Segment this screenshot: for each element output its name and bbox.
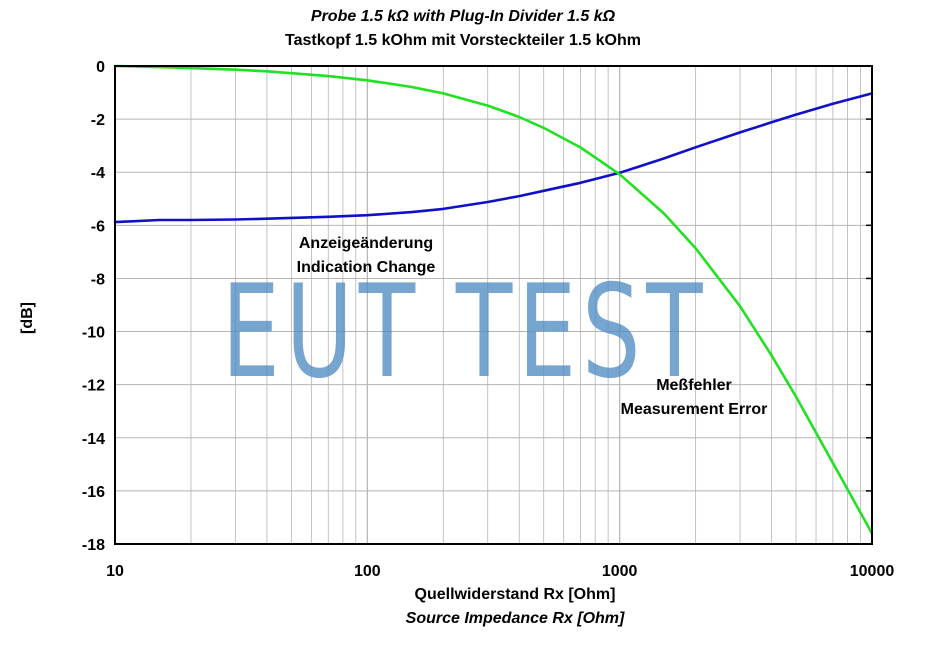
y-tick-label: -10 — [82, 325, 105, 342]
x-tick-label: 1000 — [602, 563, 638, 580]
y-tick-label: -14 — [82, 431, 105, 448]
series-line-measurement-error — [113, 64, 874, 535]
y-tick-label: 0 — [96, 59, 105, 76]
series-line-indication-change — [113, 92, 874, 224]
annotation-error-german: Meßfehler — [656, 377, 732, 394]
plot-frame — [114, 65, 873, 545]
x-tick-label: 100 — [354, 563, 381, 580]
y-tick-label: -6 — [91, 218, 105, 235]
y-tick-label: -18 — [82, 537, 105, 554]
x-axis-label-english: Source Impedance Rx [Ohm] — [405, 610, 625, 627]
x-tick-label: 10000 — [850, 563, 895, 580]
annotation-error-english: Measurement Error — [620, 401, 768, 418]
watermark: EUT TEST — [221, 258, 709, 407]
y-tick-label: -4 — [91, 165, 105, 182]
y-tick-label: -16 — [82, 484, 105, 501]
chart-title-german: Tastkopf 1.5 kOhm mit Vorsteckteiler 1.5… — [285, 32, 641, 49]
annotation-measurement-error: Meßfehler Measurement Error — [594, 374, 794, 422]
annotation-indication-english: Indication Change — [296, 259, 436, 276]
x-tick-label: 10 — [106, 563, 124, 580]
y-tick-label: -12 — [82, 378, 105, 395]
y-axis-label: [dB] — [19, 302, 36, 334]
series-lines — [113, 64, 874, 535]
y-tick-label: -2 — [91, 112, 105, 129]
x-axis-label-german: Quellwiderstand Rx [Ohm] — [414, 586, 616, 603]
y-tick-label: -8 — [91, 271, 105, 288]
annotation-indication-german: Anzeigeänderung — [298, 235, 434, 252]
annotation-indication-change: Anzeigeänderung Indication Change — [268, 232, 464, 280]
chart-title-english: Probe 1.5 kΩ with Plug-In Divider 1.5 kΩ — [310, 8, 616, 25]
